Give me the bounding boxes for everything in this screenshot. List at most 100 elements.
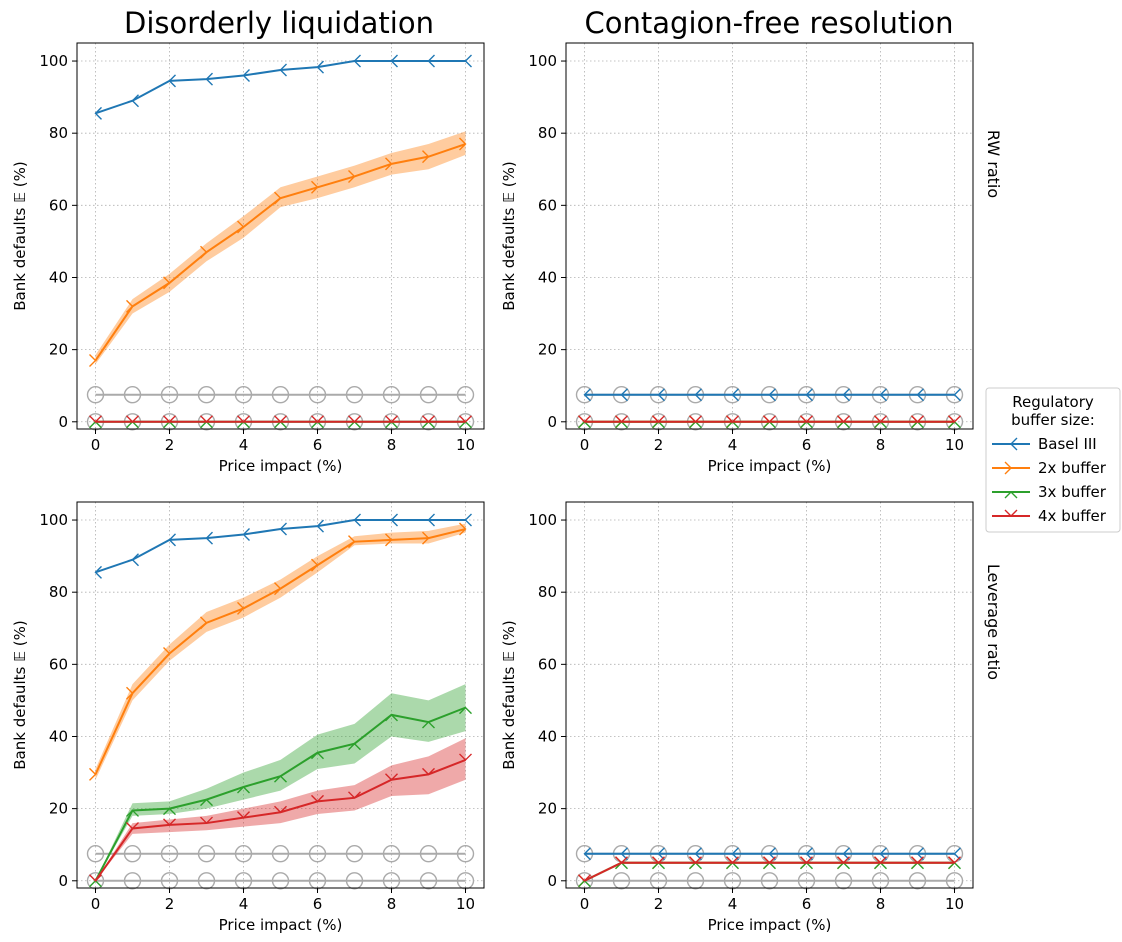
data-point bbox=[390, 54, 398, 68]
data-point bbox=[459, 415, 472, 423]
y-tick-label: 80 bbox=[49, 583, 68, 601]
data-point bbox=[953, 388, 961, 402]
data-point bbox=[348, 535, 356, 549]
data-point bbox=[578, 415, 591, 423]
reference-circle-marker bbox=[197, 386, 216, 404]
y-tick-label: 0 bbox=[547, 872, 557, 890]
data-point bbox=[200, 616, 208, 630]
legend-handle-marker bbox=[1010, 437, 1018, 451]
data-point bbox=[89, 767, 97, 781]
data-point bbox=[311, 794, 324, 803]
data-point bbox=[126, 299, 134, 313]
data-point bbox=[89, 353, 97, 367]
reference-circle-marker bbox=[160, 845, 179, 863]
legend-label-2x-buffer: 2x buffer bbox=[1038, 459, 1107, 477]
reference-circle-marker bbox=[86, 845, 105, 863]
data-point bbox=[583, 847, 591, 861]
reference-circle-marker bbox=[234, 845, 253, 863]
reference-circle-marker bbox=[686, 872, 705, 890]
legend-handle-marker bbox=[1004, 461, 1012, 475]
data-point bbox=[274, 191, 282, 205]
data-point bbox=[464, 54, 472, 68]
legend-handle-marker bbox=[1004, 491, 1018, 499]
data-point bbox=[89, 874, 102, 882]
data-point bbox=[657, 388, 665, 402]
data-point bbox=[348, 791, 361, 799]
row-label-rw-ratio: RW ratio bbox=[984, 130, 1003, 198]
data-point bbox=[163, 807, 176, 816]
data-point bbox=[385, 533, 393, 547]
x-tick-label: 10 bbox=[945, 895, 964, 913]
data-point bbox=[694, 388, 702, 402]
data-point bbox=[168, 74, 176, 88]
column-title-contagion-free: Contagion-free resolution bbox=[585, 6, 954, 40]
y-tick-label: 60 bbox=[49, 655, 68, 673]
reference-circle-marker bbox=[419, 386, 438, 404]
x-axis-label: Price impact (%) bbox=[708, 916, 832, 934]
x-tick-label: 10 bbox=[456, 436, 475, 454]
data-point bbox=[200, 798, 213, 807]
y-tick-label: 40 bbox=[538, 727, 557, 745]
data-point bbox=[422, 531, 430, 545]
legend-label-3x-buffer: 3x buffer bbox=[1038, 483, 1107, 501]
reference-circle-marker bbox=[908, 872, 927, 890]
x-tick-label: 8 bbox=[876, 436, 886, 454]
plot-frame bbox=[76, 501, 485, 889]
data-point bbox=[242, 527, 250, 541]
data-point bbox=[274, 582, 282, 596]
x-tick-label: 0 bbox=[91, 895, 101, 913]
y-tick-label: 0 bbox=[58, 872, 68, 890]
data-point bbox=[200, 245, 208, 259]
data-point bbox=[274, 775, 287, 783]
series-line bbox=[95, 60, 466, 115]
data-point bbox=[620, 388, 628, 402]
row-label-leverage-ratio: Leverage ratio bbox=[984, 564, 1003, 680]
data-point bbox=[763, 415, 776, 423]
y-axis-label: Bank defaults 𝔼 (%) bbox=[500, 620, 518, 769]
reference-circle-marker bbox=[160, 386, 179, 404]
data-point bbox=[348, 415, 361, 423]
data-point bbox=[311, 558, 319, 572]
data-point bbox=[163, 647, 171, 661]
data-point bbox=[879, 388, 887, 402]
x-tick-label: 4 bbox=[239, 436, 249, 454]
data-point bbox=[237, 811, 250, 819]
reference-circle-marker bbox=[271, 872, 290, 890]
data-point bbox=[911, 856, 924, 864]
y-tick-label: 20 bbox=[49, 341, 68, 359]
data-point bbox=[689, 415, 702, 423]
y-tick-label: 40 bbox=[49, 268, 68, 286]
data-point bbox=[385, 773, 398, 781]
data-point bbox=[874, 856, 887, 864]
reference-circle-marker bbox=[308, 845, 327, 863]
x-tick-label: 10 bbox=[456, 895, 475, 913]
data-point bbox=[200, 415, 213, 423]
column-title-disorderly: Disorderly liquidation bbox=[124, 6, 434, 40]
data-point bbox=[422, 721, 435, 729]
data-point bbox=[837, 856, 850, 864]
data-point bbox=[237, 220, 245, 234]
data-point bbox=[731, 388, 739, 402]
y-tick-label: 100 bbox=[528, 511, 557, 529]
data-point bbox=[916, 847, 924, 861]
data-point bbox=[390, 513, 398, 527]
confidence-band bbox=[95, 131, 466, 365]
data-point bbox=[916, 388, 924, 402]
x-axis-label: Price impact (%) bbox=[708, 457, 832, 475]
x-tick-label: 8 bbox=[876, 895, 886, 913]
data-point bbox=[953, 847, 961, 861]
data-point bbox=[126, 686, 134, 700]
data-point bbox=[805, 847, 813, 861]
reference-circle-marker bbox=[612, 872, 631, 890]
data-point bbox=[422, 415, 435, 423]
reference-circle-marker bbox=[123, 872, 142, 890]
data-point bbox=[768, 388, 776, 402]
confidence-band bbox=[95, 738, 466, 881]
data-point bbox=[726, 415, 739, 423]
plot-frame bbox=[565, 501, 974, 889]
data-point bbox=[620, 847, 628, 861]
reference-circle-marker bbox=[419, 845, 438, 863]
